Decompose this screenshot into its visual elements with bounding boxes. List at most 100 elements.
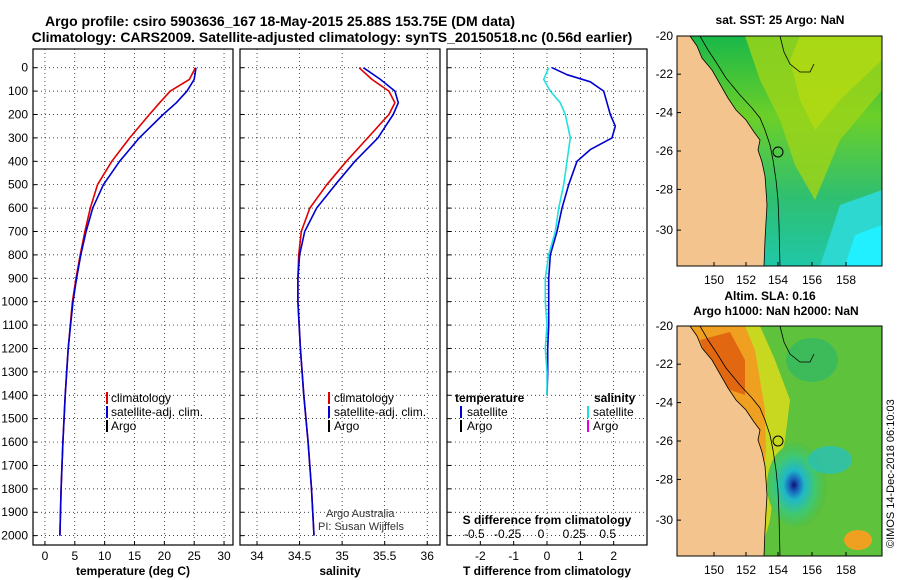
lat-label: -22: [656, 357, 674, 371]
difference-xlabel: T difference from climatology: [463, 564, 631, 578]
sla-map-title-2: Argo h1000: NaN h2000: NaN: [693, 304, 858, 318]
x-tick-label: 30: [217, 549, 231, 563]
legend-swatch-argo: [328, 420, 330, 432]
lat-label: -24: [656, 106, 674, 120]
legend-label-satellite: satellite-adj. clim.: [334, 405, 426, 419]
depth-tick-label: 1600: [1, 435, 28, 449]
header-line-1: Argo profile: csiro 5903636_167 18-May-2…: [45, 13, 515, 29]
credit-line-1: Argo Australia: [326, 508, 395, 520]
series-line-satellite-adj-clim-: [59, 67, 197, 536]
legend-swatch-satellite: [106, 406, 108, 418]
depth-tick-label: 1500: [1, 412, 28, 426]
x-tick-label: 5: [71, 549, 78, 563]
temperature-xlabel: temperature (deg C): [76, 564, 190, 578]
lon-label: 152: [736, 563, 756, 577]
sst-warm-core: [790, 36, 882, 130]
depth-tick-label: 700: [8, 224, 28, 238]
legend-label-sal-argo: Argo: [593, 419, 619, 433]
lon-label: 150: [704, 563, 724, 577]
legend-swatch-sal-satellite: [587, 406, 589, 418]
depth-tick-label: 1000: [1, 295, 28, 309]
x-tick-label: 34.5: [288, 549, 312, 563]
legend-label-climatology: climatology: [111, 391, 171, 405]
sla-map-title-1: Altim. SLA: 0.16: [724, 289, 816, 303]
lon-label: 156: [802, 563, 822, 577]
sst-map: sat. SST: 25 Argo: NaN -20 -22 -24 -26 -28 -3…: [656, 13, 883, 287]
legend-swatch-argo: [106, 420, 108, 432]
difference-lines: [542, 66, 617, 396]
depth-tick-label: 200: [8, 108, 28, 122]
temperature-grid: [33, 49, 233, 545]
temperature-axes-frame: [32, 48, 234, 546]
temperature-lines: [59, 67, 197, 536]
salinity-diff-tick-label: 0.5: [599, 527, 616, 541]
sst-bathymetry-contour: [699, 36, 781, 266]
lon-label: 158: [836, 273, 856, 287]
sla-reef-outline: [779, 326, 815, 363]
x-tick-label: 25: [188, 549, 202, 563]
lon-label: 152: [736, 273, 756, 287]
difference-x-ticks: -2 -1 0 1 2: [475, 541, 617, 563]
depth-tick-label: 0: [21, 61, 28, 75]
x-tick-label: 15: [128, 549, 142, 563]
legend-label-satellite: satellite-adj. clim.: [111, 405, 203, 419]
x-tick-label: 0: [544, 549, 551, 563]
legend-swatch-temp-satellite: [460, 406, 462, 418]
lat-label: -30: [656, 513, 674, 527]
difference-legend: temperature salinity satellite Argo sate…: [455, 391, 636, 433]
legend-swatch-climatology: [328, 392, 330, 404]
depth-tick-label: 900: [8, 271, 28, 285]
legend-label-argo: Argo: [334, 419, 360, 433]
x-tick-label: 34: [250, 549, 264, 563]
legend-label-climatology: climatology: [334, 391, 394, 405]
sla-cyan-ridge: [808, 446, 852, 474]
legend-swatch-climatology: [106, 392, 108, 404]
lon-label: 154: [768, 273, 788, 287]
depth-tick-label: 300: [8, 131, 28, 145]
temperature-x-ticks: 0 5 10 15 20 25 30: [42, 541, 231, 563]
x-tick-label: 1: [577, 549, 584, 563]
legend-swatch-temp-argo: [460, 420, 462, 432]
series-line-satellite-adj-clim-: [297, 67, 400, 536]
x-tick-label: 2: [610, 549, 617, 563]
salinity-diff-tick-label: 0.25: [563, 527, 587, 541]
sst-cool-patch-2: [845, 225, 882, 266]
legend-label-sal-satellite: satellite: [593, 405, 634, 419]
x-tick-label: 35: [335, 549, 349, 563]
sla-map: Altim. SLA: 0.16 Argo h1000: NaN h2000: …: [656, 289, 883, 577]
x-tick-label: -2: [475, 549, 486, 563]
salinity-panel: 34 34.5 35 35.5 36 salinity climatology sate…: [239, 48, 441, 578]
lat-label: -20: [656, 319, 674, 333]
depth-tick-label: 1900: [1, 505, 28, 519]
header-line-2: Climatology: CARS2009. Satellite-adjuste…: [32, 29, 633, 45]
series-line-salinity-satellite: [542, 67, 572, 396]
sla-green-patch: [786, 338, 838, 382]
salinity-x-ticks: 34 34.5 35 35.5 36: [250, 541, 434, 563]
salinity-diff-tick-label: 0: [538, 527, 545, 541]
legend-swatch-sal-argo: [587, 420, 589, 432]
sst-land: [677, 36, 767, 266]
depth-tick-label: 600: [8, 201, 28, 215]
legend-label-temp-satellite: satellite: [467, 405, 508, 419]
sla-lat-labels: -20 -22 -24 -26 -28 -30: [656, 319, 681, 527]
lon-label: 154: [768, 563, 788, 577]
temperature-legend: climatology satellite-adj. clim. Argo: [106, 391, 203, 433]
x-tick-label: 20: [158, 549, 172, 563]
salinity-axes-frame: [239, 48, 441, 546]
sst-reef-outline: [779, 36, 815, 73]
depth-tick-label: 800: [8, 248, 28, 262]
lat-label: -20: [656, 29, 674, 43]
temperature-panel: 0100200300400500600700800900100011001200…: [1, 48, 234, 578]
legend-label-argo: Argo: [111, 419, 137, 433]
sst-map-title: sat. SST: 25 Argo: NaN: [716, 13, 845, 27]
lat-label: -30: [656, 223, 674, 237]
depth-tick-labels: 0 100 200 300 400 500 600 700 800 900 1000 1100 1200…: [1, 61, 28, 543]
sla-profile-marker: [772, 435, 784, 447]
x-tick-label: 35.5: [373, 549, 397, 563]
lon-label: 156: [802, 273, 822, 287]
lat-label: -22: [656, 67, 674, 81]
difference-grid: [447, 49, 647, 545]
sst-coastline: [689, 36, 768, 266]
x-tick-label: -1: [508, 549, 519, 563]
